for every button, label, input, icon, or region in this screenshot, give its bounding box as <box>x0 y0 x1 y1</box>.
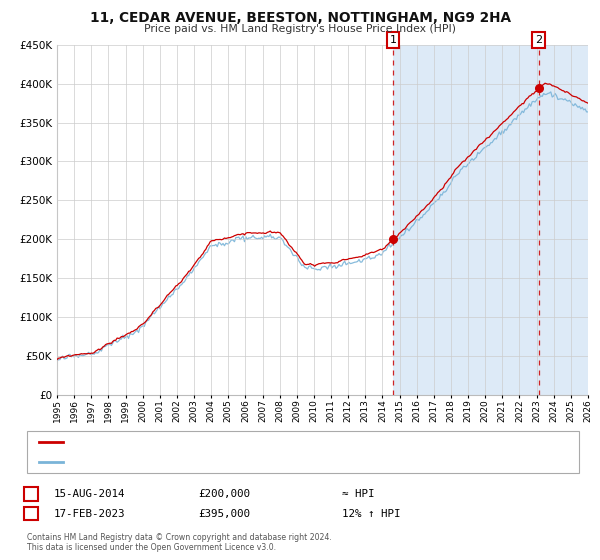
Text: This data is licensed under the Open Government Licence v3.0.: This data is licensed under the Open Gov… <box>27 543 276 552</box>
Text: HPI: Average price, detached house, Broxtowe: HPI: Average price, detached house, Brox… <box>68 458 321 466</box>
Text: 12% ↑ HPI: 12% ↑ HPI <box>342 508 401 519</box>
Text: 1: 1 <box>28 487 35 501</box>
Text: 11, CEDAR AVENUE, BEESTON, NOTTINGHAM, NG9 2HA: 11, CEDAR AVENUE, BEESTON, NOTTINGHAM, N… <box>89 11 511 25</box>
Bar <box>393 45 588 395</box>
Text: 1: 1 <box>389 35 397 45</box>
Text: £200,000: £200,000 <box>198 489 250 499</box>
Text: ≈ HPI: ≈ HPI <box>342 489 374 499</box>
Text: 17-FEB-2023: 17-FEB-2023 <box>54 508 125 519</box>
Text: 2: 2 <box>535 35 542 45</box>
Text: £395,000: £395,000 <box>198 508 250 519</box>
Text: Contains HM Land Registry data © Crown copyright and database right 2024.: Contains HM Land Registry data © Crown c… <box>27 533 332 542</box>
Text: Price paid vs. HM Land Registry's House Price Index (HPI): Price paid vs. HM Land Registry's House … <box>144 24 456 34</box>
Text: 15-AUG-2014: 15-AUG-2014 <box>54 489 125 499</box>
Text: 11, CEDAR AVENUE, BEESTON, NOTTINGHAM, NG9 2HA (detached house): 11, CEDAR AVENUE, BEESTON, NOTTINGHAM, N… <box>68 438 430 447</box>
Text: 2: 2 <box>28 507 35 520</box>
